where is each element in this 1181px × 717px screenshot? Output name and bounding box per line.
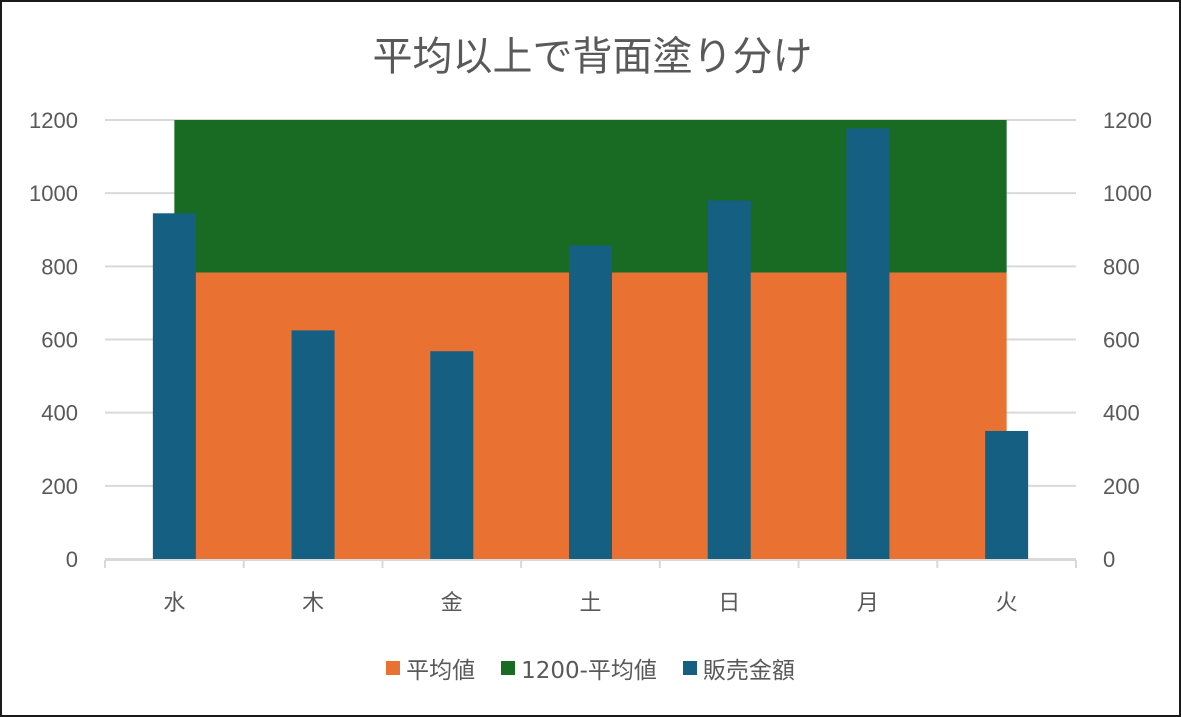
y-tick-label-left: 1200 [29,108,78,133]
legend-item: 平均値 [386,651,475,685]
legend-swatch [386,661,401,675]
sales-bar-3 [430,351,474,559]
x-tick-label: 月 [857,591,879,616]
y-tick-label-left: 600 [41,328,78,353]
sales-bar-5 [707,200,751,559]
y-tick-label-left: 0 [66,547,78,572]
sales-bar-4 [569,245,612,559]
legend-label: 1200-平均値 [521,658,657,684]
x-tick-label: 木 [302,591,324,616]
y-tick-label-right: 800 [1103,254,1140,279]
chart-title: 平均以上で背面塗り分け [372,34,813,80]
sales-bar-2 [291,330,335,559]
y-tick-label-right: 1200 [1103,108,1152,133]
y-tick-label-left: 400 [41,401,78,426]
legend-swatch [501,661,516,675]
y-tick-label-left: 800 [41,254,78,279]
y-tick-label-right: 1000 [1103,181,1152,206]
legend-swatch [682,661,697,675]
chart-legend: 平均値 1200-平均値 販売金額 [0,650,1181,686]
legend-label: 平均値 [406,658,476,684]
x-tick-label: 日 [718,591,740,616]
y-tick-label-right: 600 [1103,328,1140,353]
sales-bar-6 [846,128,890,559]
legend-item: 1200-平均値 [501,651,657,685]
x-tick-label: 土 [579,591,601,616]
legend-item: 販売金額 [682,651,795,685]
x-tick-label: 金 [441,591,463,616]
x-tick-label: 水 [163,591,185,616]
sales-bar-1 [152,213,196,559]
y-tick-label-right: 400 [1103,401,1140,426]
y-tick-label-right: 0 [1103,547,1115,572]
y-tick-label-right: 200 [1103,474,1140,499]
sales-bar-7 [985,430,1029,559]
x-tick-label: 火 [996,591,1018,616]
y-tick-label-left: 1000 [29,181,78,206]
legend-label: 販売金額 [702,658,795,684]
y-tick-label-left: 200 [41,474,78,499]
